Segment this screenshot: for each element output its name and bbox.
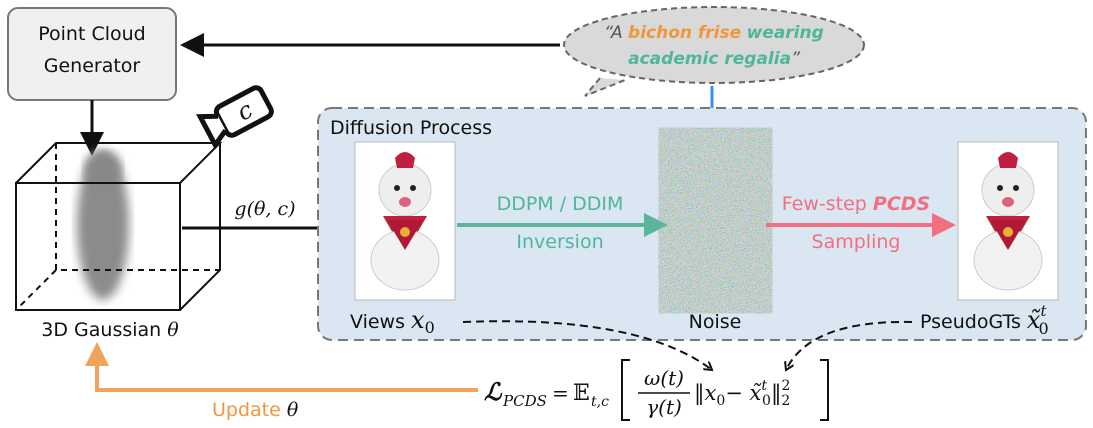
camera-icon: c [200,86,273,145]
inversion-label: DDPM / DDIM [497,193,624,215]
svg-text:‖x0− x̃t0‖22: ‖x0− x̃t0‖22 [694,378,790,409]
prompt-text: “A bichon frise wearing [604,23,824,43]
svg-text:ω(t): ω(t) [644,366,684,390]
svg-text:ℒ: ℒ [484,377,503,406]
sampling-label: Few-step PCDS [782,193,930,215]
update-label: Update θ [212,399,299,421]
diagram: Point Cloud Generator “A bichon frise we… [0,0,1093,428]
pseudo-gt-image [958,142,1058,300]
generator-label: Generator [44,55,141,77]
generator-box [8,8,176,100]
gaussian-label: 3D Gaussian θ [41,319,179,341]
views-label: Views x0 [350,306,435,337]
svg-text:t,c: t,c [591,394,609,410]
sampling-label: Sampling [812,231,901,253]
prompt-text: academic regalia” [628,49,800,69]
generator-label: Point Cloud [38,23,146,45]
view-image [355,142,455,300]
svg-text:=: = [552,381,569,405]
diffusion-title: Diffusion Process [330,117,492,139]
update-arrow [97,350,478,390]
svg-text:γ(t): γ(t) [646,395,682,419]
svg-text:PCDS: PCDS [502,392,547,410]
noise-image [668,143,763,298]
inversion-label: Inversion [516,231,603,253]
prompt-bubble [564,7,864,83]
svg-text:𝔼: 𝔼 [573,381,590,406]
render-label: g(θ, c) [234,198,295,220]
noise-label: Noise [689,311,742,333]
